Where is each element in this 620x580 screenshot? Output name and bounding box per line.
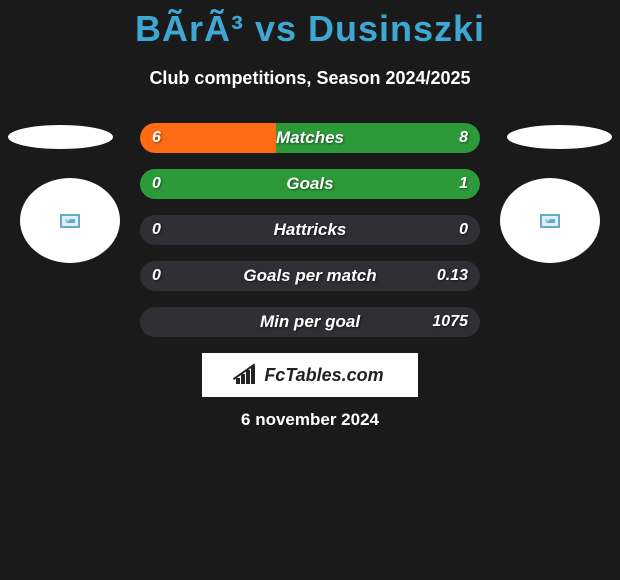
stat-row: 1075Min per goal (140, 307, 480, 337)
page-title: BÃ­rÃ³ vs Dusinszki (0, 0, 620, 50)
player-left-crest (20, 178, 120, 263)
brand-box[interactable]: FcTables.com (202, 353, 418, 397)
crest-placeholder-icon (540, 214, 560, 228)
stats-container: 68Matches 01Goals 00Hattricks 00.13Goals pe… (140, 123, 480, 353)
stat-label: Goals (140, 169, 480, 199)
brand-chart-icon (236, 366, 258, 384)
stat-row: 01Goals (140, 169, 480, 199)
player-right-crest (500, 178, 600, 263)
stat-row: 00Hattricks (140, 215, 480, 245)
player-left-ellipse (8, 125, 113, 149)
crest-placeholder-icon (60, 214, 80, 228)
date-text: 6 november 2024 (0, 410, 620, 430)
stat-row: 00.13Goals per match (140, 261, 480, 291)
page-subtitle: Club competitions, Season 2024/2025 (0, 68, 620, 89)
stat-label: Goals per match (140, 261, 480, 291)
stat-label: Min per goal (140, 307, 480, 337)
stat-row: 68Matches (140, 123, 480, 153)
brand-text: FcTables.com (264, 365, 383, 386)
stat-label: Hattricks (140, 215, 480, 245)
player-right-ellipse (507, 125, 612, 149)
stat-label: Matches (140, 123, 480, 153)
